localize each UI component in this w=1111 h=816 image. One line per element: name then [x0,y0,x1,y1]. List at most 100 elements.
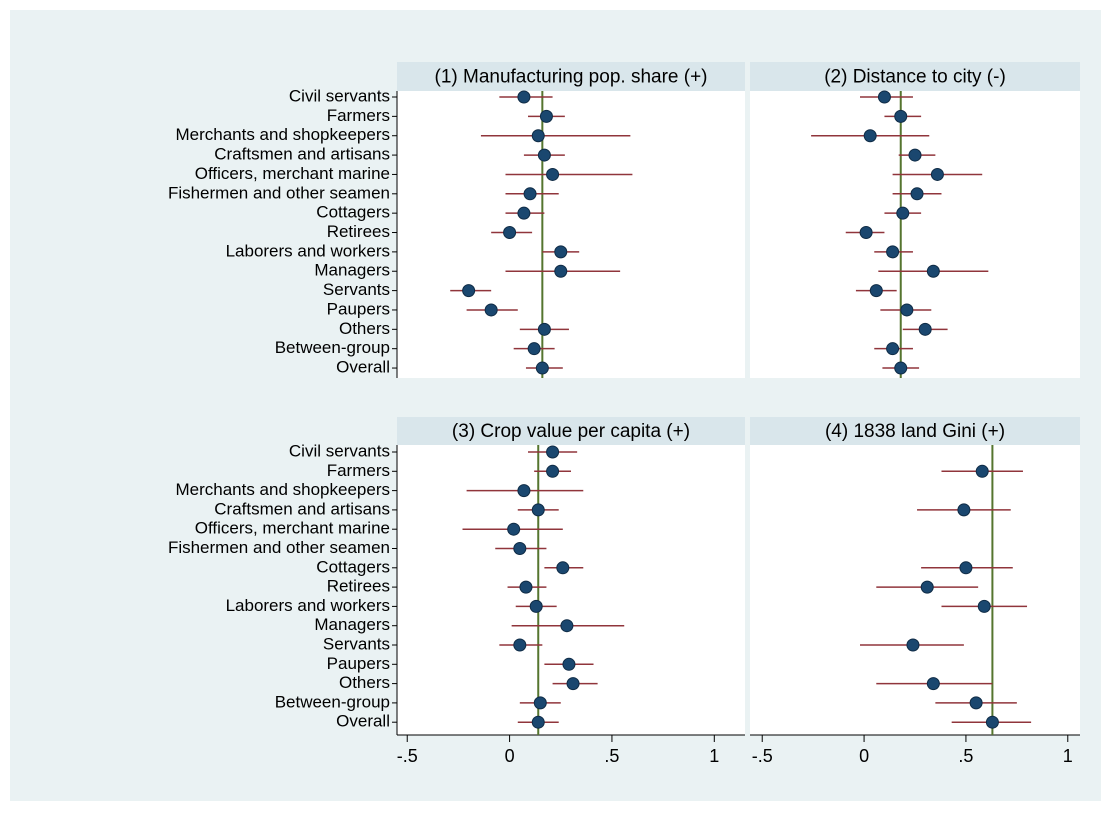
point [566,677,580,691]
point [863,129,877,143]
category-label: Civil servants [289,86,390,105]
point [906,638,920,652]
category-label: Craftsmen and artisans [214,499,390,518]
panel-title: (4) 1838 land Gini (+) [825,421,1005,442]
title-bar [397,62,745,91]
point [975,464,989,478]
point [969,696,983,710]
point [531,715,545,729]
point [560,619,574,633]
category-label: Farmers [327,461,390,480]
point [517,206,531,220]
category-label: Laborers and workers [226,241,390,260]
category-label: Overall [336,358,390,377]
x-tick-label: .5 [958,746,973,766]
category-label: Officers, merchant marine [195,519,390,538]
x-tick-label: 0 [505,746,515,766]
title-bar [750,62,1080,91]
point [484,303,498,317]
category-label: Managers [314,615,390,634]
point [918,322,932,336]
category-label: Others [339,319,390,338]
panel-title: (1) Manufacturing pop. share (+) [435,67,708,88]
point [519,580,533,594]
point [539,109,553,123]
point [554,264,568,278]
point [546,167,560,181]
x-tick-label: 1 [1063,746,1073,766]
x-tick-label: 1 [709,746,719,766]
point [531,503,545,517]
category-label: Retirees [327,577,390,596]
category-label: Between-group [275,692,390,711]
point [926,264,940,278]
category-label: Laborers and workers [226,596,390,615]
category-label: Overall [336,712,390,731]
title-bar [750,417,1080,445]
x-tick-label: -.5 [752,746,773,766]
point [908,148,922,162]
x-tick-label: 0 [859,746,869,766]
plot-area [750,91,1080,378]
point [546,445,560,459]
point [926,677,940,691]
category-label: Servants [323,634,390,653]
category-label: Between-group [275,338,390,357]
plot-area [397,91,745,378]
point [886,245,900,259]
point [859,226,873,240]
point [894,109,908,123]
category-label: Paupers [327,654,390,673]
point [877,90,891,104]
point [977,599,991,613]
point [517,90,531,104]
point [535,361,549,375]
point [562,657,576,671]
category-label: Fishermen and other seamen [168,183,390,202]
point [513,638,527,652]
point [503,226,517,240]
category-label: Cottagers [316,557,390,576]
plot-area [750,445,1080,735]
point [894,361,908,375]
point [920,580,934,594]
point [533,696,547,710]
category-label: Servants [323,280,390,299]
category-label: Cottagers [316,203,390,222]
category-label: Farmers [327,106,390,125]
point [531,129,545,143]
point [900,303,914,317]
plot-area [397,445,745,735]
category-label: Retirees [327,222,390,241]
point [537,148,551,162]
point [896,206,910,220]
point [957,503,971,517]
point [529,599,543,613]
point [537,322,551,336]
panel-title: (3) Crop value per capita (+) [452,421,690,442]
point [554,245,568,259]
point [930,167,944,181]
point [959,561,973,575]
category-label: Merchants and shopkeepers [175,480,390,499]
category-label: Craftsmen and artisans [214,145,390,164]
point [507,522,521,536]
category-label: Merchants and shopkeepers [175,125,390,144]
panel-title: (2) Distance to city (-) [824,67,1006,88]
x-tick-label: .5 [604,746,619,766]
category-label: Paupers [327,299,390,318]
x-tick-label: -.5 [397,746,418,766]
category-label: Civil servants [289,441,390,460]
point [985,715,999,729]
point [886,342,900,356]
point [556,561,570,575]
category-label: Managers [314,261,390,280]
point [462,284,476,298]
point [910,187,924,201]
point [546,464,560,478]
title-bar [397,417,745,445]
point [869,284,883,298]
category-label: Fishermen and other seamen [168,538,390,557]
point [517,484,531,498]
